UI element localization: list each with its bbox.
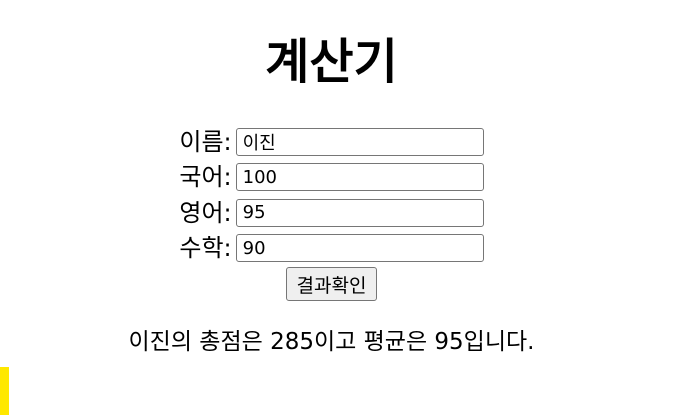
english-row: 영어: — [179, 195, 484, 231]
result-text: 이진의 총점은 285이고 평균은 95입니다. — [128, 329, 535, 355]
button-row: 결과확인 — [285, 267, 378, 301]
name-label: 이름: — [179, 127, 232, 156]
korean-score-input[interactable] — [235, 163, 484, 192]
yellow-edge-tab — [0, 367, 9, 415]
english-score-input[interactable] — [235, 198, 484, 227]
math-row: 수학: — [179, 231, 484, 267]
korean-label: 국어: — [179, 163, 232, 192]
page-title: 계산기 — [265, 34, 398, 90]
check-result-button[interactable]: 결과확인 — [285, 267, 378, 301]
name-input[interactable] — [235, 127, 484, 156]
calculator-form: 이름: 국어: 영어: 수학: 결과확인 — [0, 124, 663, 301]
name-row: 이름: — [179, 124, 484, 160]
english-label: 영어: — [179, 198, 232, 227]
math-label: 수학: — [179, 234, 232, 263]
korean-row: 국어: — [179, 160, 484, 196]
math-score-input[interactable] — [235, 234, 484, 263]
